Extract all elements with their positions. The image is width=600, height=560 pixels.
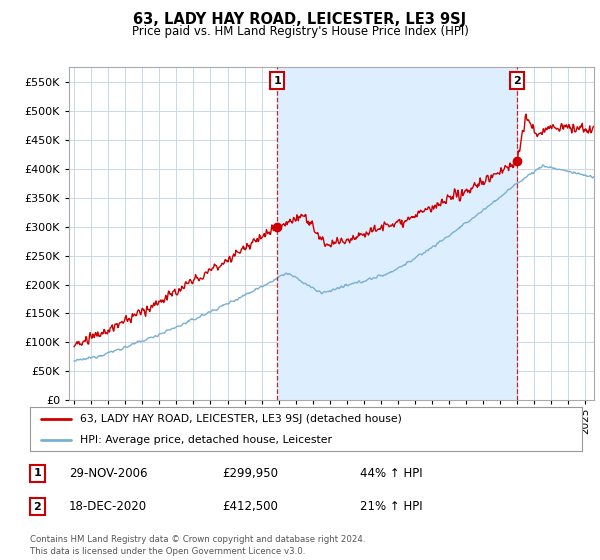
Text: 2: 2 [513,76,520,86]
Text: 63, LADY HAY ROAD, LEICESTER, LE3 9SJ (detached house): 63, LADY HAY ROAD, LEICESTER, LE3 9SJ (d… [80,414,401,424]
Text: 2: 2 [34,502,41,512]
Text: 21% ↑ HPI: 21% ↑ HPI [360,500,422,514]
Text: £299,950: £299,950 [222,466,278,480]
Text: Contains HM Land Registry data © Crown copyright and database right 2024.: Contains HM Land Registry data © Crown c… [30,535,365,544]
Text: This data is licensed under the Open Government Licence v3.0.: This data is licensed under the Open Gov… [30,547,305,556]
Text: £412,500: £412,500 [222,500,278,514]
Text: HPI: Average price, detached house, Leicester: HPI: Average price, detached house, Leic… [80,435,332,445]
Text: 1: 1 [274,76,281,86]
Text: 29-NOV-2006: 29-NOV-2006 [69,466,148,480]
Text: 63, LADY HAY ROAD, LEICESTER, LE3 9SJ: 63, LADY HAY ROAD, LEICESTER, LE3 9SJ [133,12,467,27]
Text: 18-DEC-2020: 18-DEC-2020 [69,500,147,514]
Bar [277,67,517,400]
Text: Price paid vs. HM Land Registry's House Price Index (HPI): Price paid vs. HM Land Registry's House … [131,25,469,38]
Text: 1: 1 [34,468,41,478]
Text: 44% ↑ HPI: 44% ↑ HPI [360,466,422,480]
